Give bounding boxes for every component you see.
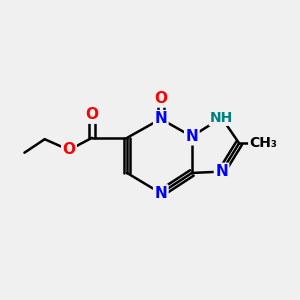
Text: N: N	[154, 111, 167, 126]
Text: N: N	[215, 164, 228, 179]
Text: O: O	[85, 107, 98, 122]
Text: O: O	[62, 142, 76, 158]
Text: CH₃: CH₃	[250, 136, 277, 150]
Text: O: O	[154, 91, 167, 106]
Text: N: N	[185, 129, 198, 144]
Text: NH: NH	[210, 111, 233, 124]
Text: N: N	[154, 186, 167, 201]
